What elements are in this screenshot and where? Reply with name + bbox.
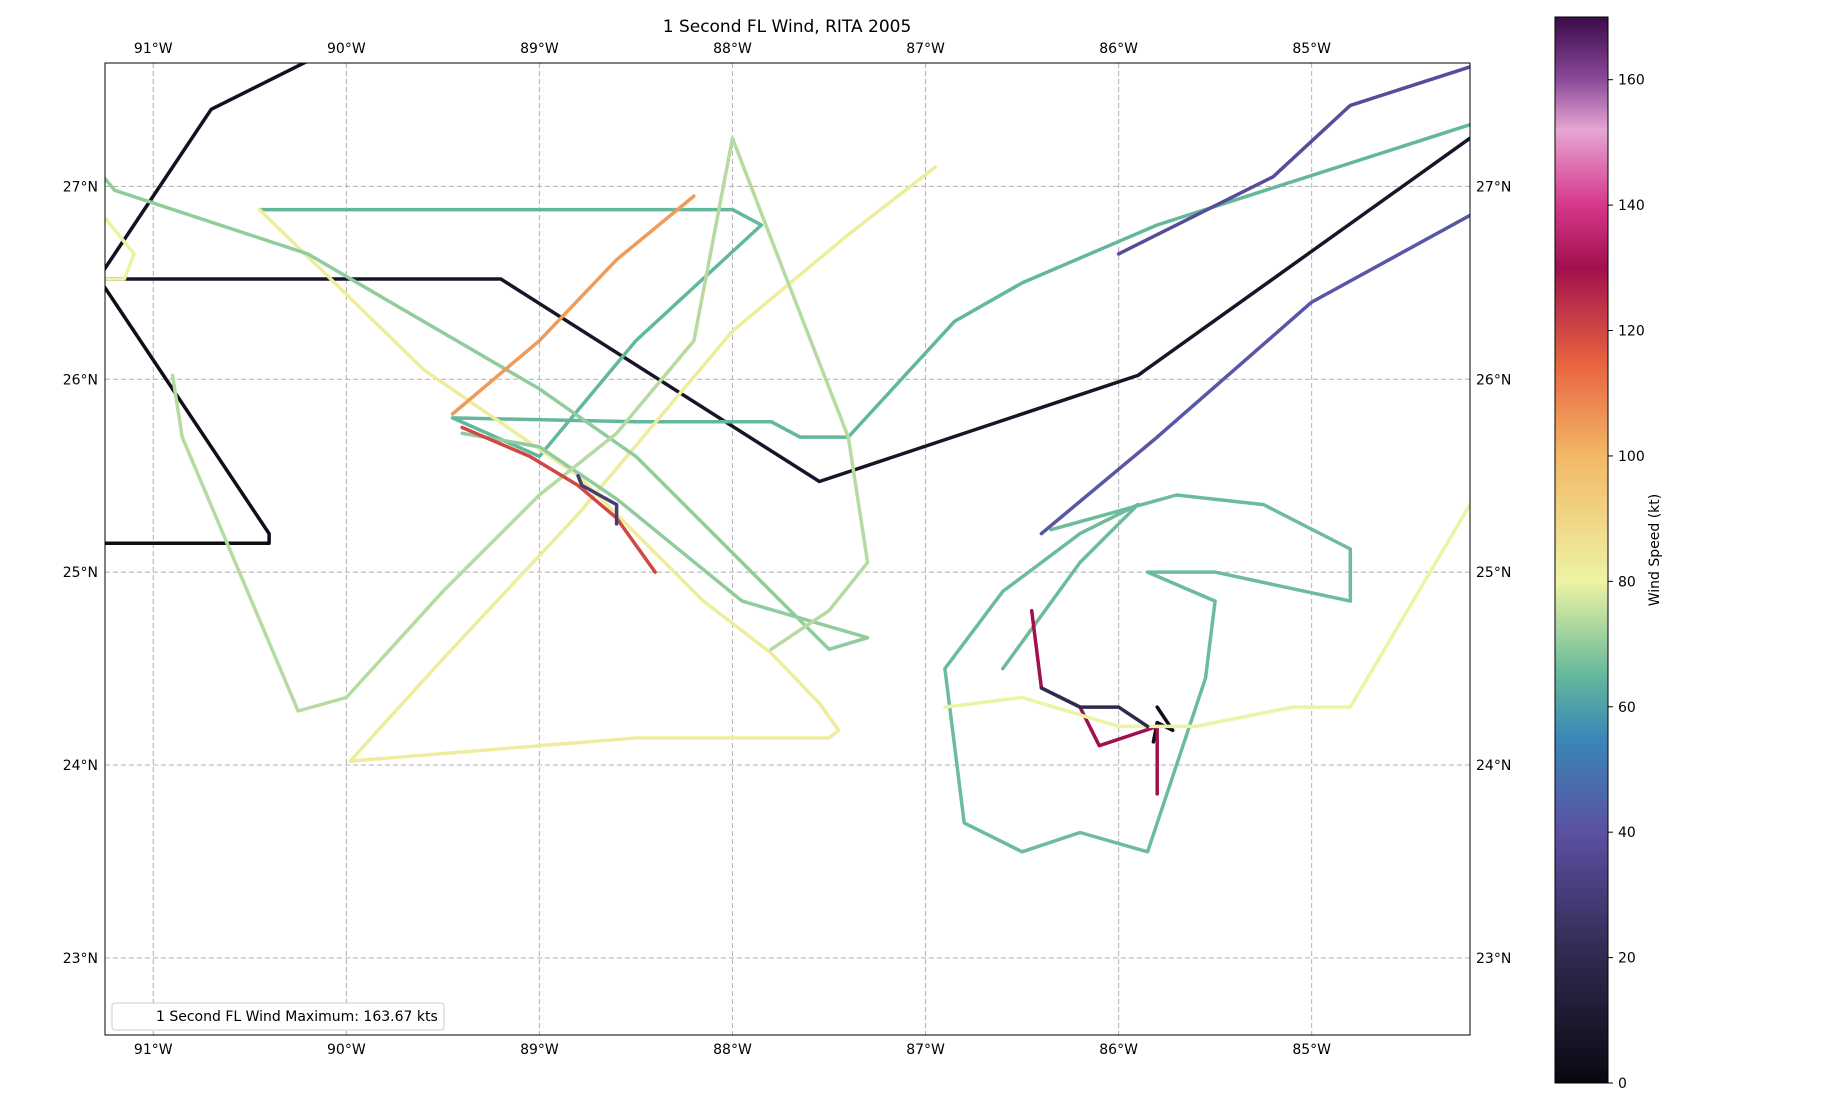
- colorbar-tick-label: 100: [1618, 449, 1645, 465]
- lon-tick-label-bottom: 90°W: [327, 1042, 366, 1058]
- chart-title: 1 Second FL Wind, RITA 2005: [663, 17, 912, 37]
- lon-ticks-bottom: 91°W 90°W 89°W 88°W 87°W 86°W 85°W: [134, 1042, 1331, 1058]
- lon-ticks-top: 91°W 90°W 89°W 88°W 87°W 86°W 85°W: [134, 41, 1331, 57]
- lat-ticks-right: 27°N 26°N 25°N 24°N 23°N: [1476, 179, 1511, 966]
- flight-track: [105, 175, 870, 652]
- colorbar-tick-label: 160: [1618, 73, 1645, 89]
- lon-tick-label-top: 87°W: [906, 41, 945, 57]
- flight-track: [1039, 213, 1470, 536]
- colorbar-tick-label: 20: [1618, 951, 1636, 967]
- lon-tick-label-top: 90°W: [327, 41, 366, 57]
- colorbar-tick-label: 120: [1618, 324, 1645, 340]
- lat-tick-label-right: 23°N: [1476, 951, 1511, 967]
- colorbar-label: Wind Speed (kt): [1647, 494, 1663, 607]
- lon-tick-label-top: 89°W: [520, 41, 559, 57]
- flight-track: [576, 473, 619, 526]
- lon-tick-label-bottom: 85°W: [1292, 1042, 1331, 1058]
- lon-tick-label-top: 85°W: [1292, 41, 1331, 57]
- flight-track: [1039, 686, 1150, 729]
- lat-ticks-left: 27°N 26°N 25°N 24°N 23°N: [63, 179, 98, 966]
- flight-track: [105, 284, 271, 545]
- colorbar-ticks: 0 20 40 60 80 100 120 140 160: [1608, 73, 1645, 1092]
- colorbar-bar: [1554, 16, 1609, 1084]
- flight-track: [450, 194, 696, 416]
- lat-tick-label-left: 23°N: [63, 951, 98, 967]
- lon-tick-label-bottom: 87°W: [906, 1042, 945, 1058]
- flight-track: [943, 493, 1353, 854]
- lat-tick-label-right: 25°N: [1476, 565, 1511, 581]
- flight-tracks: [105, 63, 1470, 854]
- lon-tick-label-top: 86°W: [1099, 41, 1138, 57]
- lat-tick-label-left: 24°N: [63, 758, 98, 774]
- lon-tick-label-bottom: 89°W: [520, 1042, 559, 1058]
- lat-tick-label-left: 26°N: [63, 372, 98, 388]
- colorbar-tick-label: 140: [1618, 198, 1645, 214]
- lon-tick-label-bottom: 91°W: [134, 1042, 173, 1058]
- flight-track: [105, 214, 136, 281]
- legend-text: 1 Second FL Wind Maximum: 163.67 kts: [156, 1009, 438, 1025]
- colorbar-tick-label: 0: [1618, 1076, 1627, 1092]
- lat-tick-label-right: 26°N: [1476, 372, 1511, 388]
- flight-track: [105, 136, 1470, 484]
- plot-frame: [104, 62, 1471, 1036]
- lat-tick-label-left: 25°N: [63, 565, 98, 581]
- flight-track: [257, 122, 1470, 459]
- colorbar-tick-label: 60: [1618, 700, 1636, 716]
- flight-track: [460, 425, 657, 574]
- flight-track: [943, 502, 1470, 729]
- lon-tick-label-top: 88°W: [713, 41, 752, 57]
- plot-area: [105, 63, 1470, 1035]
- legend: 1 Second FL Wind Maximum: 163.67 kts: [111, 1002, 445, 1031]
- colorbar-tick-label: 80: [1618, 574, 1636, 590]
- flight-track: [1116, 65, 1470, 256]
- lon-tick-label-bottom: 88°W: [713, 1042, 752, 1058]
- lon-tick-label-bottom: 86°W: [1099, 1042, 1138, 1058]
- flight-track: [105, 63, 308, 272]
- flight-track: [1029, 608, 1159, 796]
- lat-tick-label-right: 24°N: [1476, 758, 1511, 774]
- colorbar: 0 20 40 60 80 100 120 140 160 Wind Speed (kt): [1554, 16, 1663, 1092]
- legend-box: [111, 1002, 445, 1031]
- flight-track: [170, 136, 870, 713]
- lat-tick-label-left: 27°N: [63, 179, 98, 195]
- lat-tick-label-right: 27°N: [1476, 179, 1511, 195]
- gridlines: [105, 63, 1470, 1035]
- colorbar-tick-label: 40: [1618, 825, 1636, 841]
- lon-tick-label-top: 91°W: [134, 41, 173, 57]
